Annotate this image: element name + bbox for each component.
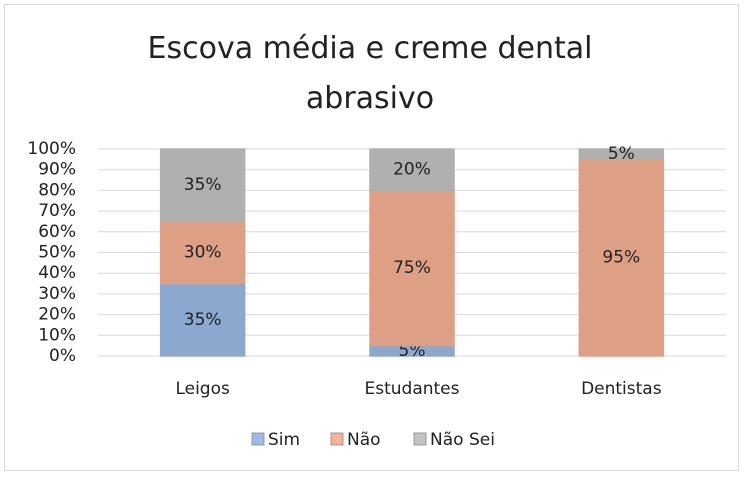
bar-segment [159,220,246,285]
y-tick-label: 70% [38,201,76,221]
bar-segment [159,148,246,223]
legend-swatch [330,432,344,446]
legend-swatch [251,432,265,446]
y-tick-label: 0% [49,346,76,366]
y-tick-label: 20% [38,305,76,325]
y-tick-label: 100% [27,139,76,159]
chart-title: Escova média e creme dental abrasivo [147,31,593,116]
x-tick-label: Estudantes [364,379,459,399]
x-tick-label: Dentistas [581,379,662,399]
y-tick-label: 50% [38,243,76,263]
bar-segment [369,148,455,192]
data-label: 30% [184,243,222,263]
legend-swatch [413,432,427,446]
legend-label: Não [347,430,381,450]
y-tick-label: 90% [38,160,76,180]
data-label: 35% [184,310,222,330]
data-label: 95% [602,248,640,268]
y-tick-label: 40% [38,263,76,283]
x-tick-label: Leigos [175,379,230,399]
y-tick-label: 60% [38,222,76,242]
y-tick-label: 80% [38,180,76,200]
data-label: 20% [393,160,431,180]
data-label: 5% [608,144,635,164]
legend-label: Sim [268,430,300,450]
chart-border [4,4,739,471]
y-tick-label: 30% [38,284,76,304]
y-tick-label: 10% [38,325,76,345]
bar-segment [369,189,455,347]
legend-label: Não Sei [430,430,495,450]
data-label: 35% [184,175,222,195]
bar-segment [159,282,246,357]
bar-segment [578,158,665,357]
data-label: 75% [393,258,431,278]
bar-segment [578,148,665,161]
